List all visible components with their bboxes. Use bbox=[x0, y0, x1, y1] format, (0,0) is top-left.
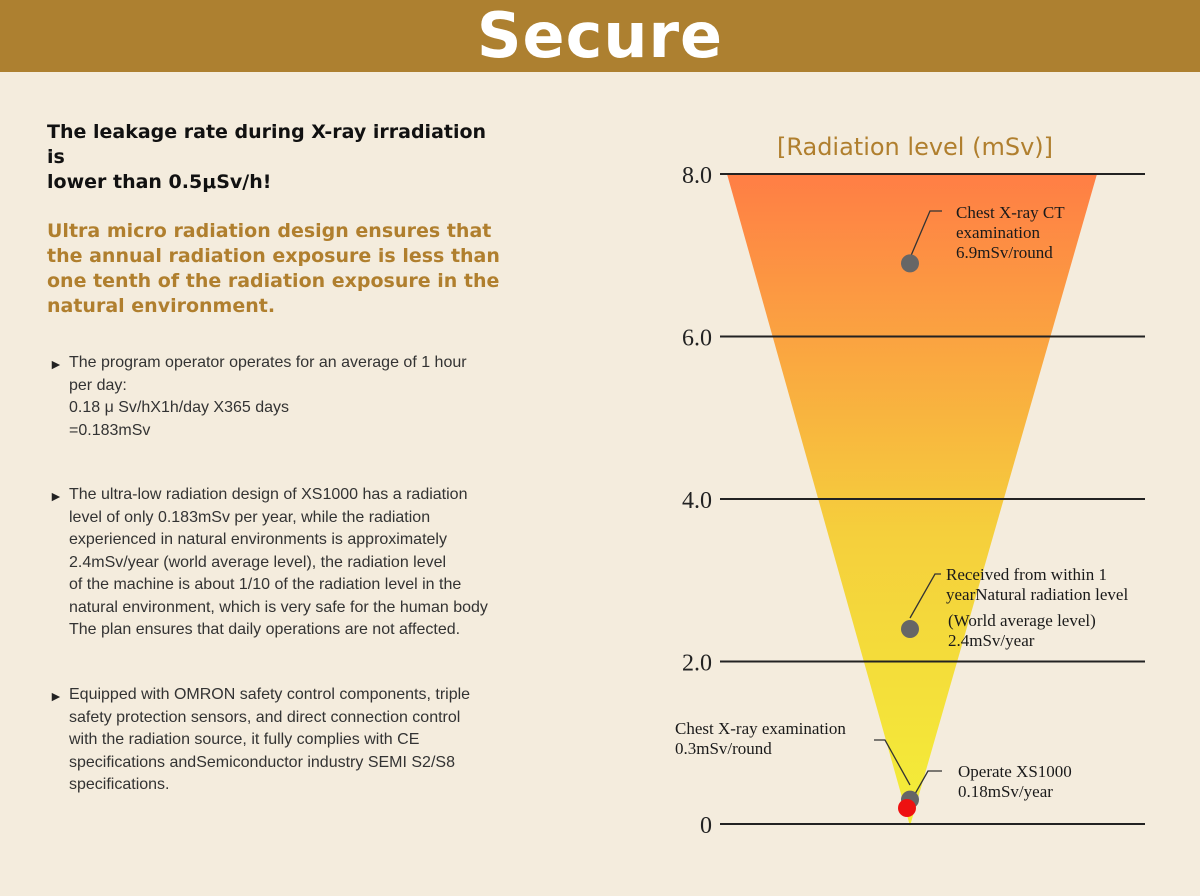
data-point bbox=[901, 254, 919, 273]
annotation-leader bbox=[909, 573, 941, 619]
bullet-line: specifications andSemiconductor industry… bbox=[69, 753, 455, 771]
data-point bbox=[898, 799, 916, 817]
y-tick-label: 6.0 bbox=[682, 326, 712, 352]
bullet-line: of the machine is about 1/10 of the radi… bbox=[69, 576, 462, 593]
triangle-bullet-icon: ► bbox=[49, 688, 63, 704]
annotations: Chest X-ray CT examination 6.9mSv/round Rec… bbox=[675, 203, 1128, 809]
annotation-label: Received from within 1 yearNatural radiat… bbox=[946, 565, 1128, 650]
subheadline-line: natural environment. bbox=[47, 295, 276, 317]
bullet-line: level of only 0.183mSv per year, while t… bbox=[69, 508, 431, 526]
subheadline-line: one tenth of the radiation exposure in t… bbox=[47, 270, 500, 292]
triangle-bullet-icon: ► bbox=[49, 356, 63, 372]
bullet-line: per day: bbox=[69, 376, 127, 394]
y-axis-ticks: 0 2.0 4.0 6.0 8.0 bbox=[682, 163, 712, 839]
y-tick-label: 8.0 bbox=[682, 163, 712, 189]
radiation-cone bbox=[727, 174, 1097, 826]
y-tick-label: 0 bbox=[700, 813, 712, 839]
bullet-line: safety protection sensors, and direct co… bbox=[69, 708, 461, 726]
bullet-line: specifications. bbox=[69, 776, 170, 793]
page-title: Secure bbox=[476, 0, 724, 72]
gridlines bbox=[720, 173, 1145, 825]
annotation-leader bbox=[874, 739, 911, 786]
subheadline-line: Ultra micro radiation design ensures tha… bbox=[47, 220, 492, 242]
bullet-line: =0.183mSv bbox=[69, 421, 151, 439]
headline-line: lower than 0.5μSv/h! bbox=[47, 171, 272, 193]
bullet-line: with the radiation source, it fully comp… bbox=[69, 731, 420, 748]
annotation-leader bbox=[909, 210, 942, 259]
bullet-line: The plan ensures that daily operations a… bbox=[69, 621, 461, 638]
annotation-label: Chest X-ray CT examination 6.9mSv/round bbox=[956, 203, 1065, 262]
bullet-line: experienced in natural environments is a… bbox=[69, 531, 447, 548]
y-tick-label: 4.0 bbox=[682, 488, 712, 514]
data-points bbox=[898, 254, 919, 817]
annotation-leader bbox=[906, 770, 942, 809]
triangle-bullet-icon: ► bbox=[49, 488, 63, 504]
y-tick-label: 2.0 bbox=[682, 651, 712, 677]
page-banner: Secure bbox=[0, 0, 1200, 72]
left-text-panel: The leakage rate during X-ray irradiatio… bbox=[47, 120, 517, 793]
bullet-line: The program operator operates for an ave… bbox=[69, 354, 467, 371]
chart-title: [Radiation level (mSv)] bbox=[777, 133, 1053, 161]
subheadline-line: the annual radiation exposure is less th… bbox=[47, 245, 500, 267]
data-point bbox=[901, 790, 919, 809]
bullet-line: natural environment, which is very safe … bbox=[69, 598, 488, 616]
bullet-line: The ultra-low radiation design of XS1000… bbox=[69, 486, 468, 503]
headline-line: The leakage rate during X-ray irradiatio… bbox=[47, 121, 487, 168]
data-point bbox=[901, 620, 919, 638]
subheadline: Ultra micro radiation design ensures tha… bbox=[47, 219, 507, 319]
annotation-label: Chest X-ray examination 0.3mSv/round bbox=[675, 719, 846, 758]
bullet-line: 2.4mSv/year (world average level), the r… bbox=[69, 553, 447, 571]
annotation-label: Operate XS1000 0.18mSv/year bbox=[958, 762, 1072, 801]
bullet-line: Equipped with OMRON safety control compo… bbox=[69, 686, 471, 703]
bullet-line: 0.18 μ Sv/hX1h/day X365 days bbox=[69, 399, 290, 416]
headline: The leakage rate during X-ray irradiatio… bbox=[47, 120, 507, 195]
